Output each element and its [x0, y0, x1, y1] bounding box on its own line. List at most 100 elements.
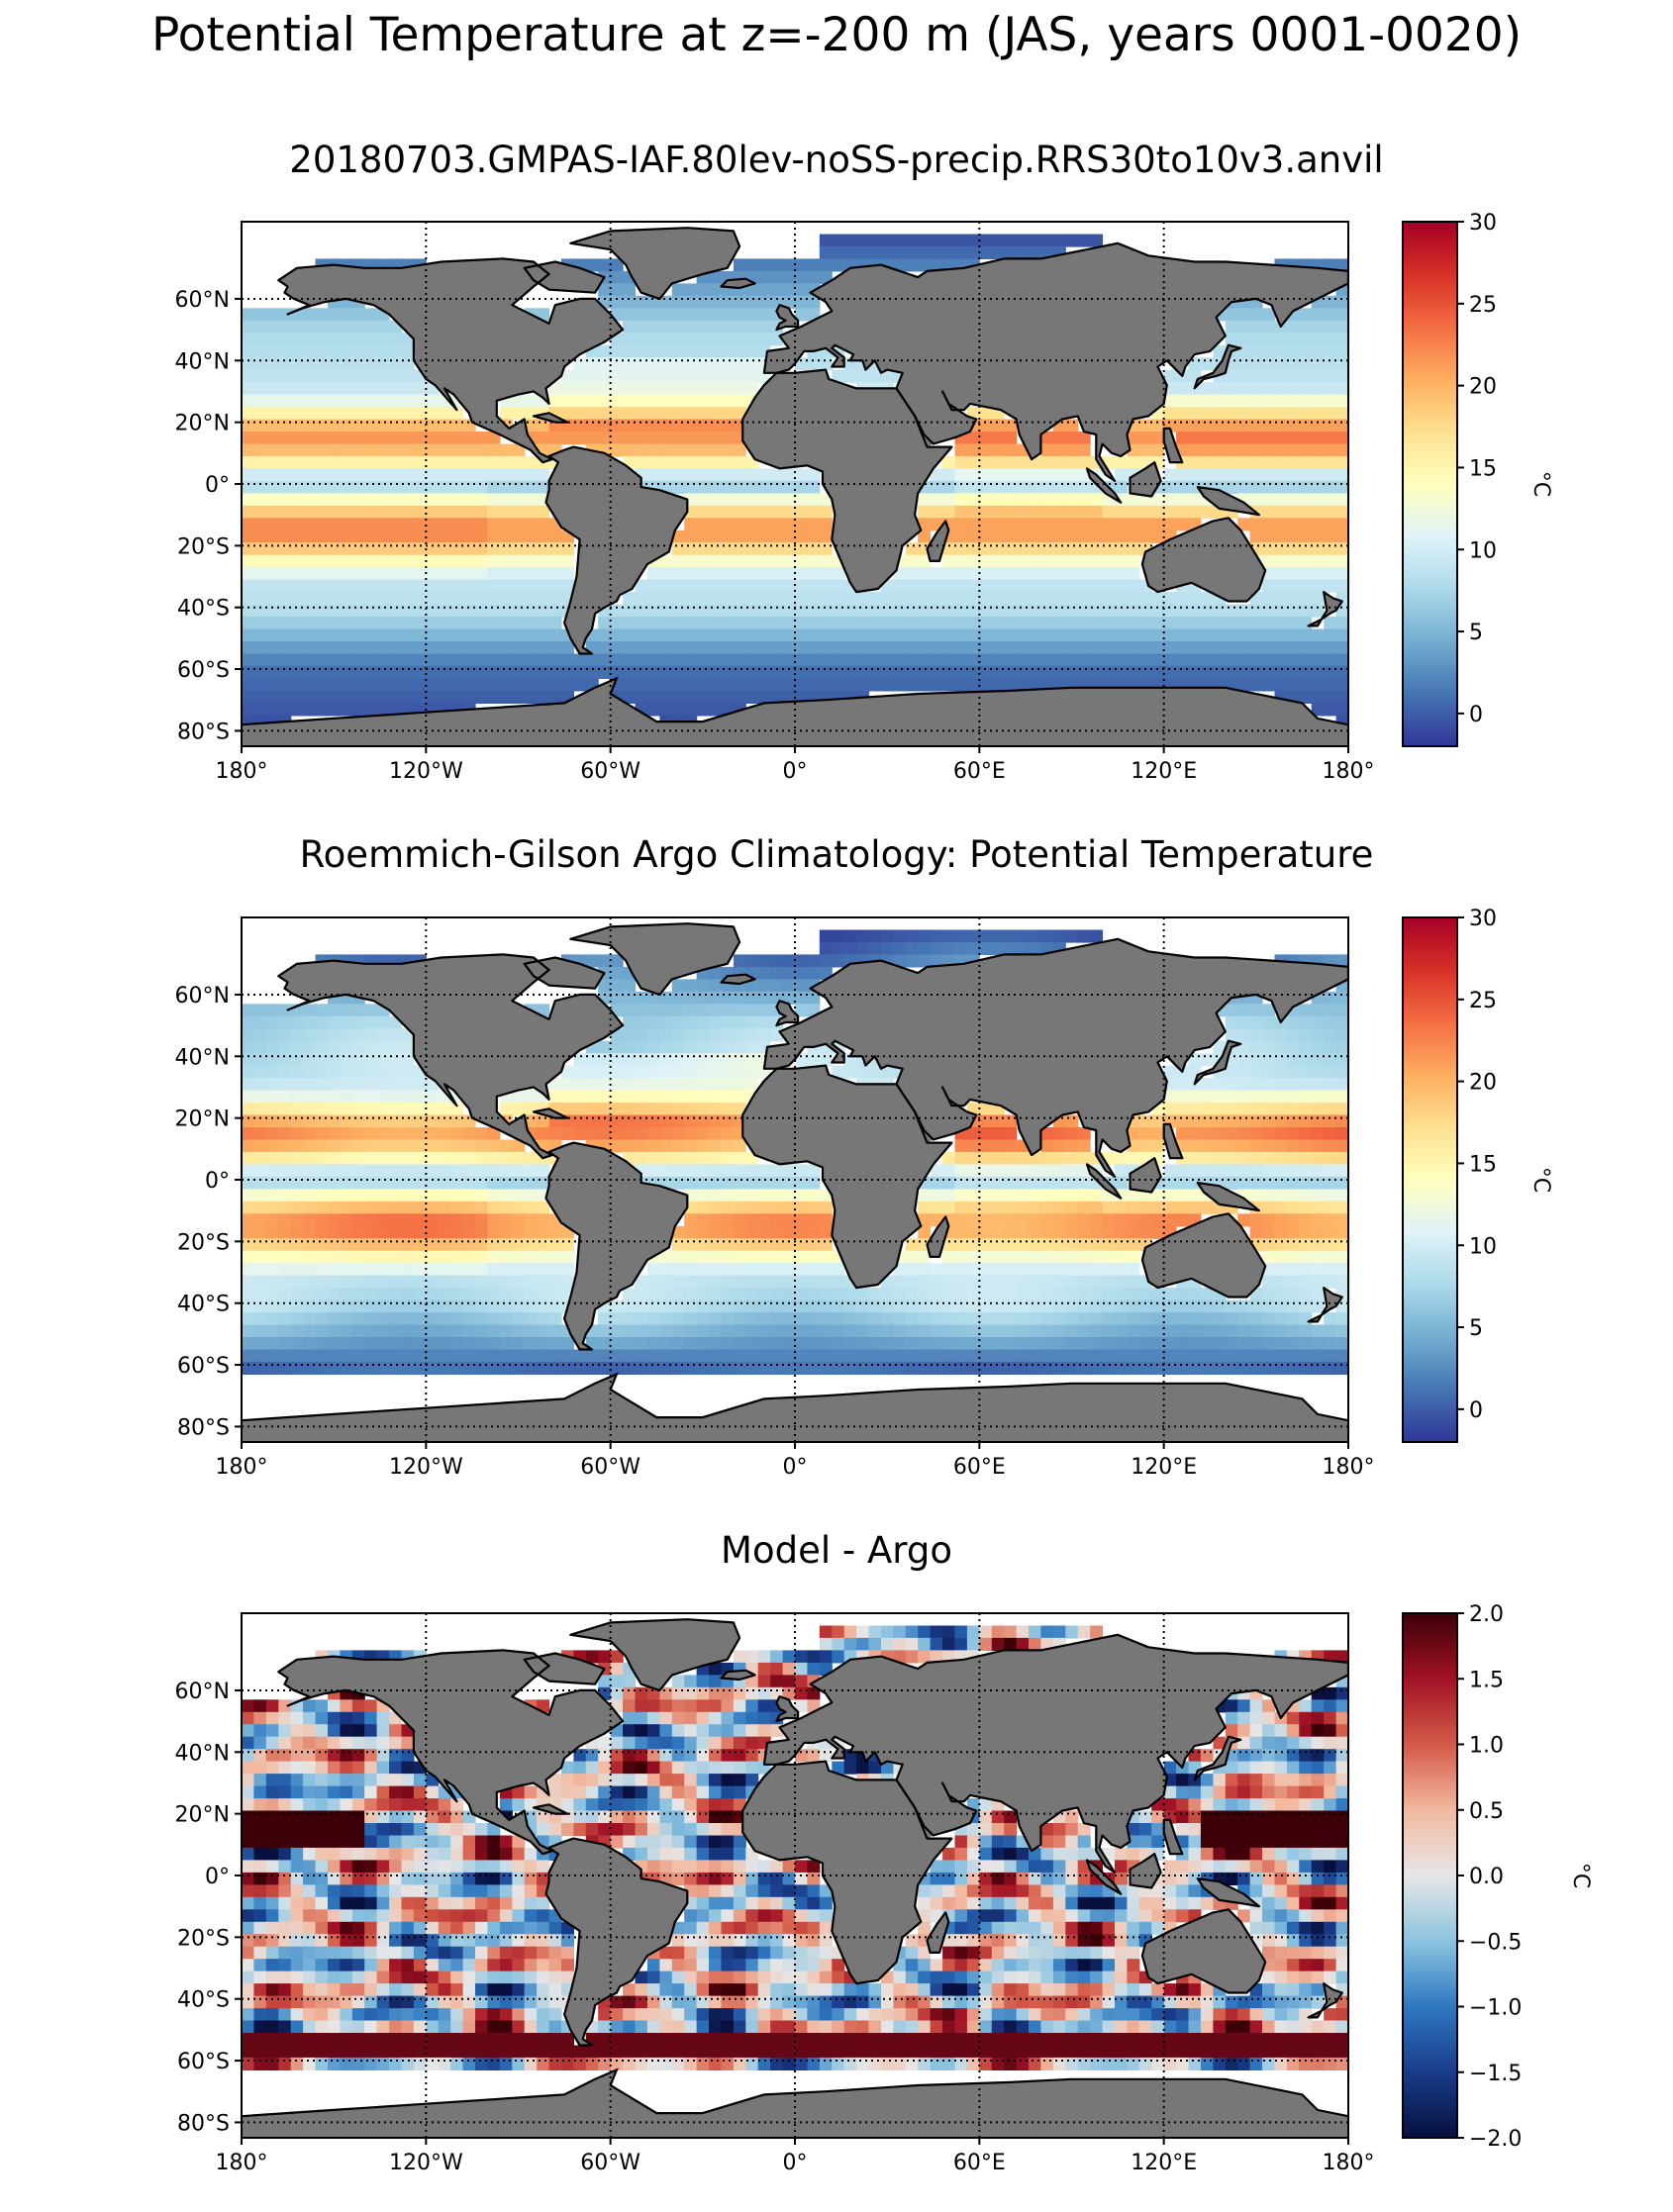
field-cell — [1324, 369, 1337, 383]
field-cell — [646, 369, 660, 383]
field-cell — [966, 245, 980, 259]
field-cell — [351, 333, 365, 346]
field-cell — [610, 419, 624, 433]
field-cell — [745, 1650, 759, 1664]
field-cell — [278, 320, 292, 334]
field-cell — [1237, 455, 1251, 469]
field-cell — [930, 258, 943, 272]
field-cell — [328, 308, 341, 322]
field-cell — [795, 480, 808, 494]
field-cell — [1249, 1736, 1263, 1750]
field-cell — [770, 493, 784, 507]
field-cell — [646, 1736, 660, 1750]
field-cell — [954, 554, 968, 568]
field-cell — [733, 258, 746, 272]
figure-suptitle: Potential Temperature at z=-200 m (JAS, … — [150, 8, 1523, 62]
field-cell — [757, 1650, 771, 1664]
field-cell — [1324, 394, 1337, 408]
field-cell — [696, 443, 710, 457]
field-cell — [426, 443, 440, 457]
field-cell — [966, 542, 980, 556]
field-cell — [832, 369, 845, 383]
field-cell — [1151, 505, 1165, 519]
field-cell — [1052, 554, 1066, 568]
field-cell — [1249, 333, 1263, 346]
field-cell — [966, 518, 980, 531]
field-cell — [475, 432, 488, 445]
field-cell — [376, 567, 390, 581]
field-cell — [1262, 443, 1275, 457]
field-cell — [548, 554, 562, 568]
field-cell — [573, 382, 587, 396]
field-cell — [1286, 518, 1300, 531]
field-cell — [819, 518, 833, 531]
field-cell — [807, 493, 821, 507]
field-cell — [696, 1749, 710, 1763]
field-cell — [684, 1724, 698, 1738]
field-cell — [733, 529, 746, 543]
field-cell — [487, 567, 501, 581]
field-cell — [635, 382, 648, 396]
field-cell — [1286, 1736, 1300, 1750]
field-cell — [426, 518, 440, 531]
field-cell — [462, 542, 476, 556]
field-cell — [1262, 554, 1275, 568]
field-cell — [315, 554, 329, 568]
field-cell — [757, 1711, 771, 1725]
field-cell — [918, 258, 932, 272]
field-cell — [253, 443, 267, 457]
field-cell — [684, 369, 698, 383]
field-cell — [819, 1650, 833, 1664]
field-cell — [450, 468, 464, 482]
field-cell — [265, 344, 279, 358]
field-cell — [351, 468, 365, 482]
field-cell — [991, 419, 1005, 433]
field-cell — [721, 468, 735, 482]
field-cell — [1286, 443, 1300, 457]
field-cell — [1188, 468, 1202, 482]
field-cell — [1249, 443, 1263, 457]
field-cell — [610, 357, 624, 371]
field-cell — [757, 518, 771, 531]
field-cell — [265, 554, 279, 568]
field-cell — [918, 493, 932, 507]
field-cell — [966, 493, 980, 507]
field-cell — [782, 529, 796, 543]
field-cell — [757, 529, 771, 543]
field-cell — [585, 1650, 599, 1664]
field-cell — [807, 357, 821, 371]
field-cell — [635, 394, 648, 408]
field-cell — [1249, 394, 1263, 408]
field-cell — [1311, 333, 1325, 346]
field-cell — [290, 443, 304, 457]
field-cell — [278, 592, 292, 606]
field-cell — [991, 579, 1005, 593]
field-cell — [524, 567, 538, 581]
field-cell — [351, 1736, 365, 1750]
field-cell — [389, 382, 403, 396]
field-cell — [623, 344, 637, 358]
field-cell — [1040, 579, 1054, 593]
field-cell — [364, 1736, 378, 1750]
field-cell — [684, 455, 698, 469]
field-cell — [991, 234, 1005, 247]
field-cell — [745, 1711, 759, 1725]
field-cell — [438, 518, 451, 531]
field-cell — [1274, 443, 1288, 457]
field-cell — [1299, 529, 1313, 543]
field-cell — [1052, 505, 1066, 519]
field-cell — [1029, 493, 1041, 507]
field-cell — [1225, 369, 1238, 383]
field-cell — [1225, 468, 1238, 482]
field-cell — [782, 295, 796, 309]
field-cell — [918, 234, 932, 247]
field-cell — [1311, 407, 1325, 421]
field-cell — [635, 1686, 648, 1700]
field-cell — [1311, 1711, 1325, 1725]
field-cell — [745, 567, 759, 581]
field-cell — [242, 394, 254, 408]
field-cell — [303, 567, 317, 581]
field-cell — [721, 443, 735, 457]
field-cell — [1029, 1637, 1041, 1651]
field-cell — [843, 245, 857, 259]
